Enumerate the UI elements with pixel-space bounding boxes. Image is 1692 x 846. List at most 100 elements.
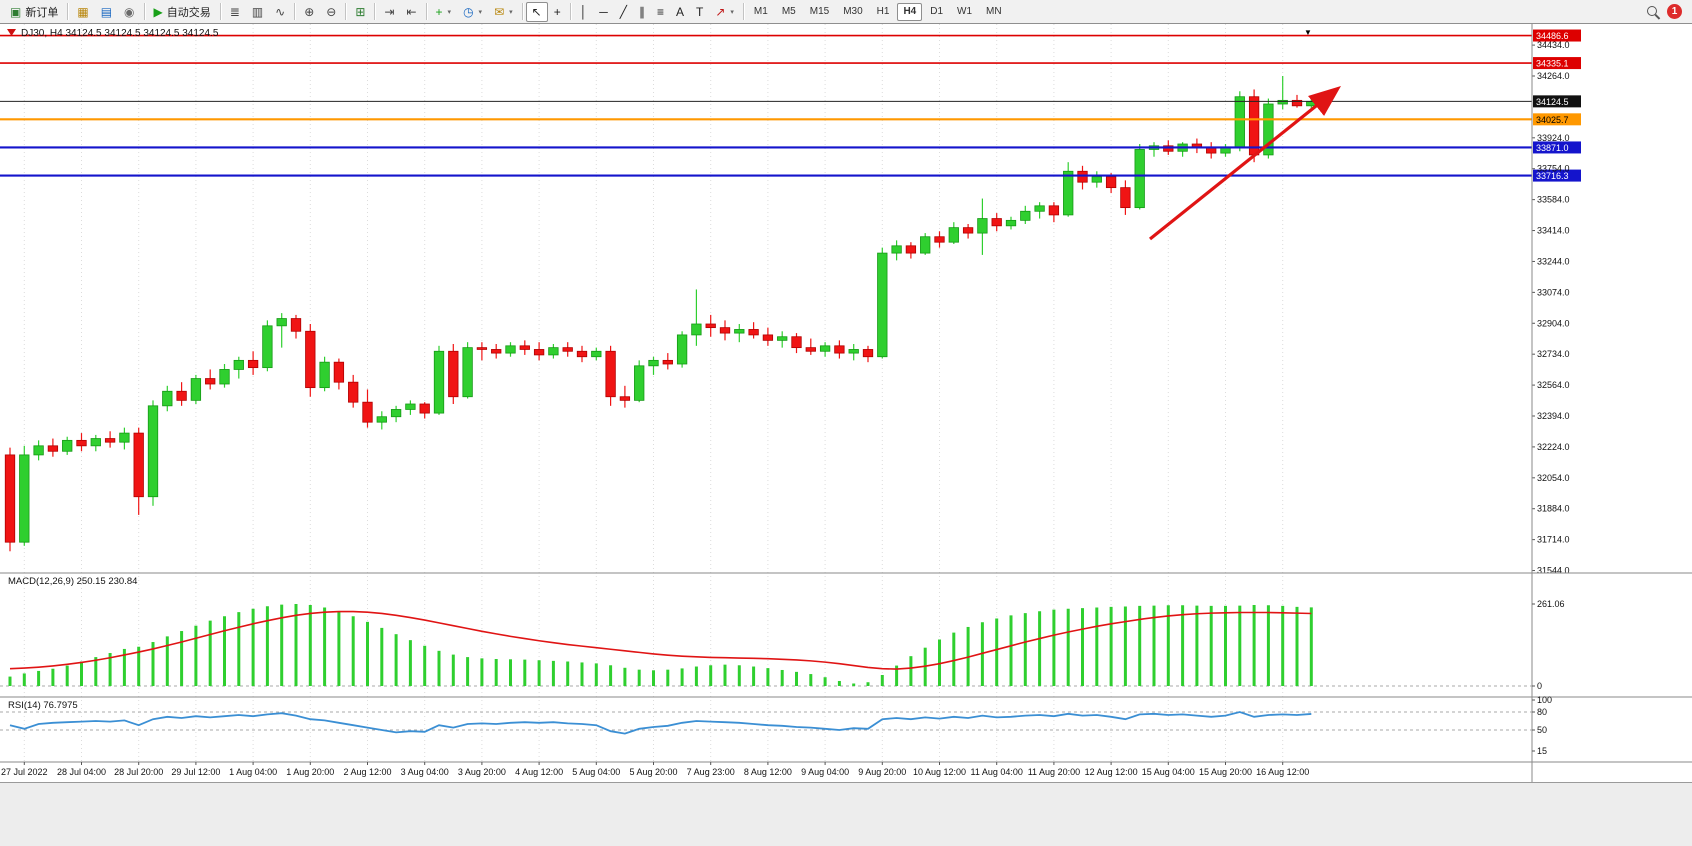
autotrading-button-label: 自动交易: [166, 6, 211, 19]
chevron-down-icon: ▾: [478, 8, 483, 16]
candle: [991, 218, 1002, 227]
time-axis-label: 15 Aug 04:00: [1142, 767, 1195, 777]
zoom-in-icon[interactable]: ⊕: [304, 4, 315, 19]
candle: [362, 401, 373, 423]
time-axis-label: 4 Aug 12:00: [515, 767, 563, 777]
price-axis-label: 32734.0: [1537, 349, 1570, 359]
candlestick-chart-icon[interactable]: ▥: [251, 4, 264, 19]
candle: [1091, 176, 1102, 183]
crosshair-icon[interactable]: +: [553, 4, 561, 19]
candle: [591, 350, 602, 358]
zoom-out-icon[interactable]: ⊖: [326, 4, 337, 19]
arrow-tools-icon[interactable]: ↗ ▾: [715, 4, 734, 19]
candle: [405, 403, 416, 410]
price-axis-label: 32054.0: [1537, 473, 1570, 483]
templates-icon[interactable]: ✉ ▾: [494, 4, 513, 19]
cursor-icon[interactable]: ↖: [525, 1, 548, 22]
candle: [90, 438, 101, 447]
channel-icon[interactable]: ∥: [638, 4, 645, 19]
time-axis-label: 16 Aug 12:00: [1256, 767, 1309, 777]
rsi-axis-label: 100: [1537, 695, 1552, 705]
candle: [319, 361, 330, 389]
navigator-icon[interactable]: ◉: [124, 4, 135, 19]
fibonacci-icon[interactable]: ≡: [656, 4, 664, 19]
candle: [605, 350, 616, 398]
trendline-icon[interactable]: ╱: [619, 4, 627, 19]
candle: [491, 349, 502, 354]
timeframe-d1[interactable]: D1: [930, 6, 944, 17]
horizontal-line-icon[interactable]: ─: [599, 4, 608, 19]
time-axis-label: 3 Aug 20:00: [458, 767, 506, 777]
chevron-down-icon: ▾: [730, 8, 734, 16]
candle: [119, 432, 130, 443]
chart-window: 34486.6 34335.1 34025.7 33871.0 33716.3 34124…: [0, 24, 1692, 782]
timeframe-m15[interactable]: M15: [809, 6, 830, 17]
time-axis-label: 12 Aug 12:00: [1085, 767, 1138, 777]
toolbar-right: 1: [1646, 4, 1688, 19]
time-axis-label: 11 Aug 04:00: [971, 767, 1023, 777]
auto-scroll-icon[interactable]: ⇥: [384, 4, 395, 19]
data-window-icon[interactable]: ▤: [100, 4, 113, 19]
candle: [390, 409, 402, 418]
line-chart-icon[interactable]: ∿: [275, 4, 286, 19]
indicators-icon[interactable]: + ▾: [435, 4, 452, 19]
macd-signal-line: [9, 610, 1312, 670]
timeframe-m30[interactable]: M30: [843, 6, 863, 17]
chart-shift-icon[interactable]: ⇤: [406, 4, 417, 19]
timeframe-w1[interactable]: W1: [957, 6, 973, 17]
chart-header: DJ30, H4 34124.5 34124.5 34124.5 34124.5: [21, 28, 219, 39]
toolbar-separator: [219, 3, 221, 20]
bar-chart-icon[interactable]: ≣: [229, 4, 240, 19]
timeframe-h4[interactable]: H4: [897, 2, 923, 21]
candle: [476, 347, 488, 350]
new-order-icon: ▣: [10, 4, 22, 19]
chart-symbol-icon: [7, 29, 16, 36]
timeframe-h1[interactable]: H1: [876, 6, 890, 17]
periods-icon[interactable]: ◷ ▾: [463, 4, 483, 19]
toolbar-separator: [425, 3, 427, 20]
candle: [791, 336, 802, 349]
candle: [533, 349, 545, 356]
candle: [33, 445, 44, 456]
candle: [205, 378, 216, 385]
timeframe-m1[interactable]: M1: [753, 6, 768, 17]
candle: [962, 227, 974, 234]
macd-label: MACD(12,26,9) 250.15 230.84: [8, 576, 137, 587]
price-axis-label: 33074.0: [1537, 287, 1570, 297]
candle: [1277, 99, 1288, 105]
toolbar-separator: [521, 3, 523, 20]
vertical-line-icon[interactable]: │: [579, 4, 588, 19]
timeframe-mn[interactable]: MN: [986, 6, 1002, 17]
trend-arrow-annotation[interactable]: [1148, 85, 1341, 241]
macd-axis-label: 0: [1537, 681, 1542, 691]
time-axis-label: 1 Aug 04:00: [229, 767, 277, 777]
time-axis-label: 5 Aug 04:00: [572, 767, 620, 777]
time-axis-label: 1 Aug 20:00: [286, 767, 334, 777]
candle: [1291, 99, 1303, 107]
candle: [948, 227, 959, 243]
notification-badge[interactable]: 1: [1667, 4, 1682, 19]
text-icon[interactable]: A: [675, 4, 684, 19]
search-icon[interactable]: [1646, 5, 1660, 19]
label-icon[interactable]: T: [696, 4, 704, 19]
price-badge: [1533, 169, 1581, 182]
market-watch-icon[interactable]: ▦: [77, 4, 89, 19]
chart-canvas[interactable]: 34486.6 34335.1 34025.7 33871.0 33716.3 34124…: [0, 24, 1692, 782]
candle: [819, 345, 831, 352]
candle: [1005, 219, 1017, 227]
candle: [433, 350, 445, 414]
time-axis-label: 8 Aug 12:00: [744, 767, 792, 777]
timeframe-m5[interactable]: M5: [781, 6, 796, 17]
candle: [448, 350, 459, 398]
new-order-button[interactable]: ▣ 新订单: [4, 2, 64, 22]
price-badge: [1533, 113, 1581, 126]
candle: [1048, 205, 1060, 216]
toolbar-separator: [374, 3, 376, 20]
candle: [104, 438, 116, 443]
new-order-button-label: 新订单: [25, 6, 59, 19]
autotrading-button[interactable]: ▶ 自动交易: [148, 2, 217, 22]
chart-shift-marker[interactable]: ▼: [1304, 28, 1312, 37]
time-axis-label: 10 Aug 12:00: [913, 767, 966, 777]
time-axis-label: 28 Jul 04:00: [57, 767, 106, 777]
tile-windows-icon[interactable]: ⊞: [355, 4, 366, 19]
